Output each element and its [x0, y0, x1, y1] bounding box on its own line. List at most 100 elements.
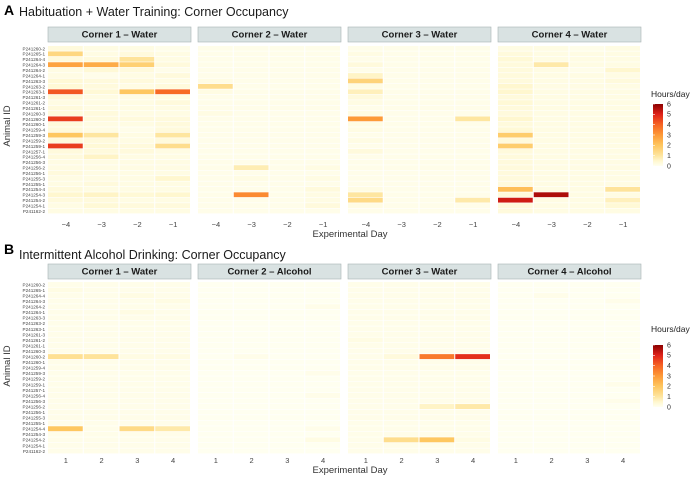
heatmap-cell: P241256-1 day −1: 0.2 h — [155, 170, 190, 176]
heatmap-cell: P241261-2 day 1: 0 h — [198, 337, 233, 343]
heatmap-cell: P241264-1 day 3: 0.1 h — [419, 309, 455, 315]
heatmap-cell: P241257-1 day 4: 0 h — [605, 387, 640, 393]
heatmap-cell: P241260-2 day 1: 0.1 h — [348, 282, 383, 287]
heatmap-cell: P241264-2 day 2: 0.1 h — [383, 304, 419, 310]
panel-b-heatmaps: P241260-2P241265-1P241264-4P241264-3P241… — [23, 263, 642, 465]
heatmap-cell: P241255-3 day 1: 0.1 h — [48, 415, 83, 421]
heatmap-cell: P241260-1 day 2: 0.1 h — [83, 359, 119, 365]
heatmap-cell: P241259-4 day 1: 0.1 h — [48, 365, 83, 371]
heatmap-cell: P241263-2 day −3: 0.2 h — [533, 83, 569, 89]
row-label-P241256-2: P241256-2 — [23, 404, 46, 409]
heatmap-cell: P241264-1 day −4: 0.3 h — [498, 73, 533, 78]
heatmap-cell: P241263-3 day −3: 0.2 h — [533, 78, 569, 84]
heatmap-cell: P241260-2 day 2: 1.1 h — [83, 354, 119, 360]
heatmap-cell: P241255-3 day −1: 0.2 h — [605, 176, 640, 181]
legend-tick-label: 3 — [667, 132, 671, 139]
heatmap-cell: P241260-1 day −2: 0.1 h — [269, 121, 305, 127]
heatmap-cell: P241259-2 day −3: 0.2 h — [533, 138, 569, 143]
heatmap-cell: P241265-1 day 4: 0.1 h — [455, 287, 490, 293]
heatmap-cell: P241260-1 day 2: 0 h — [233, 359, 269, 365]
heatmap-cell: P241260-2 day −4: 0.1 h — [348, 46, 383, 51]
heatmap-cell: P241260-2 day 3: 0.1 h — [119, 282, 155, 287]
heatmap-cell: P241263-1 day −4: 4.2 h — [48, 89, 83, 95]
heatmap-cell: P241254-2 day −1: 0.2 h — [305, 197, 340, 203]
heatmap-cell: P241256-2 day −3: 0.2 h — [533, 165, 569, 171]
heatmap-cell: P241259-2 day −1: 0.3 h — [155, 138, 190, 143]
row-label-P241264-4: P241264-4 — [23, 293, 46, 298]
heatmap-cell: P241255-3 day 3: 0 h — [269, 415, 305, 421]
heatmap-cell: P241260-2 day 2: 0.1 h — [233, 354, 269, 360]
heatmap-cell: P241260-2 day −1: 0.1 h — [155, 46, 190, 51]
heatmap-cell: P241255-1 day 4: 0 h — [305, 420, 340, 426]
heatmap-cell: P241256-2 day −4: 0.3 h — [498, 165, 533, 171]
heatmap-cell: P241254-3 day 4: 0 h — [605, 431, 640, 437]
heatmap-cell: P241256-3 day −4: 0.1 h — [198, 159, 233, 165]
heatmap-cell: P241259-1 day −4: 1.8 h — [498, 143, 533, 149]
heatmap-cell: P241260-2 day −1: 0.1 h — [455, 46, 490, 51]
heatmap-cell: P241263-1 day 2: 0.1 h — [383, 326, 419, 332]
heatmap-cell: P241255-3 day 2: 0.1 h — [83, 415, 119, 421]
heatmap-cell: P241261-3 day 3: 0.1 h — [419, 331, 455, 337]
heatmap-cell: P241256-3 day 2: 0 h — [233, 398, 269, 404]
heatmap-cell: P241260-3 day 3: 0.1 h — [419, 348, 455, 354]
heatmap-cell: P241263-3 day 1: 0.1 h — [48, 315, 83, 321]
heatmap-cell: P241254-1 day −1: 0.3 h — [155, 203, 190, 208]
heatmap-cell: P241259-1 day 1: 0.1 h — [348, 381, 383, 387]
heatmap-cell: P241263-1 day −2: 2 h — [119, 89, 155, 95]
heatmap-cell: P241254-1 day −1: 0.1 h — [455, 203, 490, 208]
heatmap-cell: P241254-4 day 2: 0.1 h — [83, 426, 119, 432]
heatmap-cell: P241263-2 day 2: 0.1 h — [383, 320, 419, 326]
heatmap-cell: P241261-2 day −1: 0.3 h — [155, 100, 190, 106]
facet-title: Corner 4 – Water — [532, 30, 608, 41]
panel-b-xlabel: Experimental Day — [313, 465, 388, 476]
heatmap-cell: P241263-2 day 3: 0.1 h — [419, 320, 455, 326]
x-tick-label: 1 — [64, 456, 68, 465]
heatmap-cell: P241256-3 day 1: 0.1 h — [48, 398, 83, 404]
heatmap-cell: P241260-2 day −4: 0.1 h — [198, 116, 233, 122]
heatmap-cell: P241264-4 day −3: 0.1 h — [233, 56, 269, 62]
x-tick-label: 2 — [100, 456, 104, 465]
row-label-P241256-1: P241256-1 — [23, 410, 46, 415]
heatmap-cell: P241256-2 day −2: 0.1 h — [269, 165, 305, 171]
heatmap-cell: P241264-4 day 3: 0.1 h — [419, 293, 455, 299]
x-tick-label: 3 — [135, 456, 139, 465]
heatmap-cell: P241259-2 day 3: 0.1 h — [419, 376, 455, 382]
heatmap-cell: P241259-2 day 1: 0 h — [198, 376, 233, 382]
heatmap-cell: P241256-1 day 1: 0 h — [198, 409, 233, 415]
heatmap-cell: P241263-2 day 4: 0.1 h — [455, 320, 490, 326]
heatmap-cell: P241265-1 day 3: 0 h — [269, 287, 305, 293]
heatmap-cell: P241261-2 day −2: 0.2 h — [569, 100, 605, 106]
heatmap-cell: P241263-1 day 3: 0.1 h — [119, 326, 155, 332]
heatmap-cell: P241256-3 day −2: 0.1 h — [269, 159, 305, 165]
heatmap-cell: P241256-4 day 3: 0.1 h — [119, 392, 155, 398]
heatmap-cell: P241260-1 day 3: 0 h — [269, 359, 305, 365]
heatmap-cell: P241260-2 day 2: 0 h — [233, 282, 269, 287]
heatmap-cell: P241256-3 day 3: 0.1 h — [419, 398, 455, 404]
heatmap-cell: P241259-3 day 4: 0.1 h — [455, 370, 490, 376]
heatmap-cell: P241162-2 day 4: 0 h — [305, 448, 340, 454]
heatmap-cell: P241261-1 day 1: 0.1 h — [48, 343, 83, 348]
heatmap-cell: P241263-3 day −3: 0.1 h — [233, 78, 269, 84]
heatmap-cell: P241263-3 day 2: 0 h — [233, 315, 269, 321]
heatmap-cell: P241254-1 day 3: 0.1 h — [119, 442, 155, 448]
heatmap-cell: P241254-3 day −4: 0.5 h — [48, 192, 83, 198]
heatmap-cell: P241264-3 day −4: 0.3 h — [498, 62, 533, 68]
facet-2: Corner 2 – AlcoholP241260-2 day 1: 0 hP2… — [197, 263, 342, 465]
heatmap-cell: P241254-2 day −3: 0.2 h — [533, 197, 569, 203]
heatmap-cell: P241260-1 day 3: 0.1 h — [419, 359, 455, 365]
heatmap-cell: P241260-3 day −3: 0.3 h — [83, 111, 119, 116]
heatmap-cell: P241264-3 day −3: 0.1 h — [233, 62, 269, 68]
heatmap-cell: P241255-1 day −2: 0.1 h — [269, 181, 305, 187]
heatmap-cell: P241259-2 day −2: 0.1 h — [269, 138, 305, 143]
heatmap-cell: P241256-4 day 3: 0.1 h — [419, 392, 455, 398]
heatmap-cell: P241265-1 day −3: 0.1 h — [233, 51, 269, 57]
heatmap-cell: P241259-1 day 3: 0.1 h — [419, 381, 455, 387]
heatmap-cell: P241256-1 day −2: 0.1 h — [269, 170, 305, 176]
heatmap-cell: P241260-2 day 2: 0.1 h — [83, 282, 119, 287]
heatmap-cell: P241263-1 day 4: 0.1 h — [155, 326, 190, 332]
heatmap-cell: P241254-4 day 2: 0 h — [533, 426, 569, 432]
heatmap-cell: P241255-3 day −3: 0.2 h — [533, 176, 569, 181]
x-tick-label: −2 — [433, 220, 442, 229]
panel-a-legend-ticks: 0 1 2 3 4 5 6 — [653, 101, 671, 170]
